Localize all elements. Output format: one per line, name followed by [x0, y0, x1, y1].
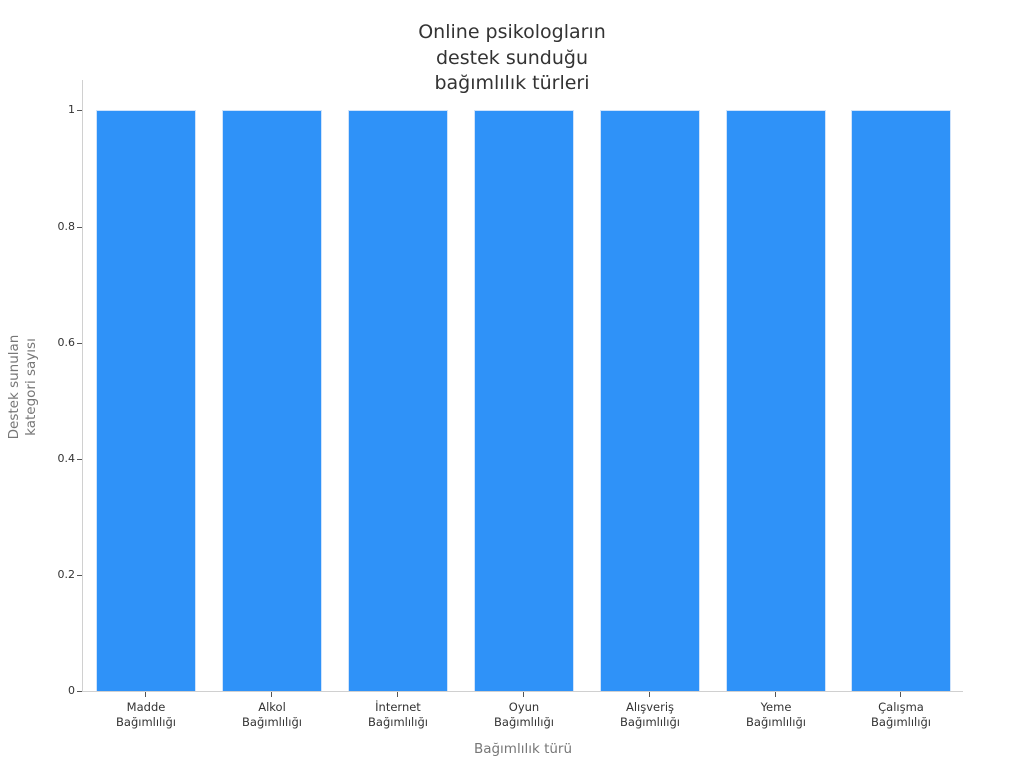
y-tick-label: 0.2 — [57, 568, 76, 581]
bar-internet — [348, 110, 448, 691]
x-tick-label-line: Yeme — [760, 700, 792, 714]
x-tick-label: Oyun Bağımlılığı — [461, 700, 587, 730]
y-axis-label-line: kategori sayısı — [23, 338, 39, 436]
x-tick-label: İnternet Bağımlılığı — [335, 700, 461, 730]
x-tick-label-line: Alkol — [258, 700, 286, 714]
x-tick-label: Yeme Bağımlılığı — [713, 700, 839, 730]
y-tick-label: 1 — [68, 103, 75, 116]
x-axis-label: Bağımlılık türü — [473, 741, 573, 757]
y-tick-mark — [77, 343, 82, 344]
y-tick: 0.4 — [0, 452, 82, 473]
bar-oyun — [474, 110, 574, 691]
x-tick-mark — [775, 692, 776, 697]
x-tick-label-line: Bağımlılığı — [746, 715, 806, 729]
y-tick: 0.2 — [0, 568, 82, 589]
x-tick-label-line: Bağımlılığı — [494, 715, 554, 729]
x-tick-label: Madde Bağımlılığı — [83, 700, 209, 730]
y-tick: 0.6 — [0, 336, 82, 357]
bar-alkol — [222, 110, 322, 691]
title-line: Online psikologların — [418, 21, 606, 43]
x-tick-label: Alkol Bağımlılığı — [209, 700, 335, 730]
y-tick: 0 — [0, 684, 82, 705]
x-tick-label: Çalışma Bağımlılığı — [838, 700, 964, 730]
bar-alisveris — [600, 110, 700, 691]
title-line: destek sunduğu — [435, 46, 589, 69]
x-tick-mark — [397, 692, 398, 697]
y-tick: 0.8 — [0, 220, 82, 241]
x-tick-label-line: Madde — [126, 700, 166, 714]
x-tick-label-line: Oyun — [508, 700, 540, 714]
x-tick-label-line: Alışveriş — [625, 700, 675, 714]
y-tick-mark — [77, 227, 82, 228]
y-tick: 1 — [0, 103, 82, 124]
y-axis-label: Destek sunulan kategori sayısı — [6, 287, 40, 487]
y-tick-mark — [77, 691, 82, 692]
x-tick-label-line: İnternet — [375, 700, 421, 714]
x-tick-label-line: Bağımlılığı — [242, 715, 302, 729]
y-tick-mark — [77, 575, 82, 576]
y-axis-line — [82, 80, 83, 692]
y-tick-label: 0 — [68, 684, 75, 697]
x-tick-mark — [900, 692, 901, 697]
x-tick-label-line: Bağımlılığı — [116, 715, 176, 729]
x-tick-label-line: Bağımlılığı — [368, 715, 428, 729]
x-tick-mark — [271, 692, 272, 697]
x-axis-line — [82, 691, 963, 692]
y-tick-mark — [77, 110, 82, 111]
y-tick-label: 0.6 — [57, 336, 76, 349]
title-line: bağımlılık türleri — [434, 72, 590, 94]
bar-madde — [96, 110, 196, 691]
x-tick-label: Alışveriş Bağımlılığı — [587, 700, 713, 730]
x-tick-mark — [523, 692, 524, 697]
y-tick-mark — [77, 459, 82, 460]
chart-title: Online psikologların destek sunduğu bağı… — [312, 20, 712, 97]
x-tick-mark — [649, 692, 650, 697]
bar-calisma — [851, 110, 951, 691]
x-tick-label-line: Çalışma — [878, 700, 924, 714]
x-tick-mark — [145, 692, 146, 697]
y-tick-label: 0.8 — [57, 220, 76, 233]
y-axis-label-line: Destek sunulan — [6, 334, 22, 440]
bar-yeme — [726, 110, 826, 691]
x-tick-label-line: Bağımlılığı — [620, 715, 680, 729]
x-tick-label-line: Bağımlılığı — [871, 715, 931, 729]
y-tick-label: 0.4 — [57, 452, 76, 465]
